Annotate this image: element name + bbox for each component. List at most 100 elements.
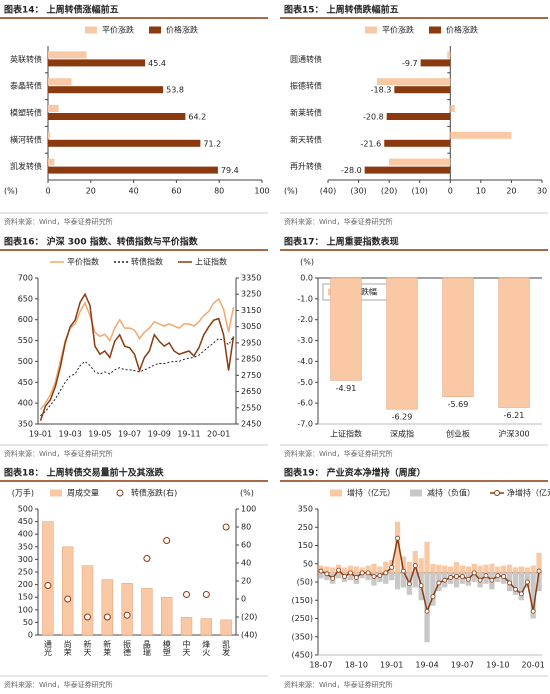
x-tick-label: 20-01 xyxy=(522,661,545,670)
bar xyxy=(48,86,164,94)
y-tick-label: 450 xyxy=(18,378,33,387)
x-tick-label: 通光 xyxy=(43,639,52,657)
y-tick-label: 250 xyxy=(18,568,33,577)
y2-tick-label: 2850 xyxy=(241,355,261,364)
category-label: 振德转债 xyxy=(290,81,322,91)
bar xyxy=(200,618,212,636)
bar xyxy=(400,572,407,588)
value-label: -18.3 xyxy=(371,86,392,95)
x-tick-label: 沪深300 xyxy=(498,429,529,439)
bar xyxy=(512,567,519,573)
category-label: 新天转债 xyxy=(290,134,322,144)
y-tick-label: 400 xyxy=(18,530,33,539)
point xyxy=(395,535,400,541)
x-tick-label: 19-10 xyxy=(486,661,509,670)
y-tick-label: 50 xyxy=(303,559,313,568)
bar xyxy=(81,565,94,636)
point xyxy=(501,574,507,579)
x-tick-label: 凯发 xyxy=(222,639,231,657)
bar xyxy=(450,105,455,112)
y2-tick-label: (20) xyxy=(241,613,257,622)
x-tick-label: 新天 xyxy=(83,639,92,657)
bar xyxy=(359,567,365,573)
y2-tick-label: 3150 xyxy=(241,306,261,315)
bar xyxy=(48,131,51,139)
value-label: -20.8 xyxy=(363,113,384,122)
y-tick-label: (350) xyxy=(291,632,313,641)
bar xyxy=(180,617,193,636)
bar xyxy=(471,563,477,573)
bar xyxy=(518,566,525,573)
y-tick-label: (250) xyxy=(291,614,313,623)
bar xyxy=(453,572,460,588)
bar xyxy=(347,565,354,573)
x-tick-label: 19-07 xyxy=(118,430,141,439)
bar xyxy=(418,558,424,573)
point xyxy=(471,570,477,576)
x-tick-label: 0 xyxy=(45,187,50,196)
source-note: 资料来源：Wind，华泰证券研究所 xyxy=(4,680,113,689)
x-tick-label: 模塑 xyxy=(162,639,171,656)
bar xyxy=(353,566,359,573)
point xyxy=(365,570,371,576)
y-tick-label: -2.0 xyxy=(297,315,313,324)
x-tick-label: 创业板 xyxy=(446,429,470,439)
y-tick-label: -7.0 xyxy=(297,420,313,429)
value-label: 45.4 xyxy=(148,59,166,68)
point xyxy=(495,573,501,579)
bar xyxy=(48,139,201,147)
legend-swatch xyxy=(50,489,62,497)
y-tick-label: 450 xyxy=(18,517,33,526)
bar xyxy=(498,277,530,408)
bar xyxy=(453,561,460,573)
legend-label: 价格涨跌 xyxy=(446,25,478,35)
point xyxy=(454,574,459,579)
bar xyxy=(518,572,525,601)
bar xyxy=(459,565,466,573)
bar xyxy=(465,566,471,573)
point xyxy=(430,594,436,599)
x-unit: (%) xyxy=(284,187,298,196)
point xyxy=(383,570,389,576)
y-tick-label: -6.0 xyxy=(297,399,313,408)
series-line xyxy=(39,297,235,410)
bar xyxy=(386,113,451,120)
value-label: 53.8 xyxy=(166,86,184,95)
bar xyxy=(483,572,489,584)
point xyxy=(536,568,542,574)
bar xyxy=(430,572,436,606)
point xyxy=(460,574,465,579)
point xyxy=(424,608,430,614)
point xyxy=(64,595,72,603)
point xyxy=(103,613,111,621)
y2-tick-label: 60 xyxy=(241,541,251,550)
bar xyxy=(42,521,54,636)
bar xyxy=(394,521,401,573)
bar xyxy=(386,277,418,410)
point xyxy=(163,537,171,544)
bar xyxy=(371,572,377,586)
x-tick-label: 19-01 xyxy=(380,661,403,670)
value-label: -9.7 xyxy=(402,59,418,68)
bar xyxy=(483,564,489,573)
y-tick-label: (450) xyxy=(291,651,313,660)
y2-tick-label: (40) xyxy=(241,631,257,640)
y-tick-label: 400 xyxy=(18,399,33,408)
bar xyxy=(389,572,395,581)
bar xyxy=(161,596,173,636)
bar xyxy=(377,566,383,573)
bar xyxy=(512,572,519,595)
point xyxy=(336,567,342,573)
bar xyxy=(471,572,477,582)
source-note: 资料来源：Wind，华泰证券研究所 xyxy=(284,217,393,226)
x-tick-label: 20 xyxy=(506,187,516,196)
bar xyxy=(447,566,454,573)
y-tick-label: 600 xyxy=(18,315,33,324)
legend-label: 增持（亿元） xyxy=(347,488,395,498)
point xyxy=(518,591,524,597)
bar xyxy=(506,564,513,573)
x-tick-label: 20 xyxy=(86,187,96,196)
bar xyxy=(324,566,330,573)
x-tick-label: 19-05 xyxy=(88,430,111,439)
